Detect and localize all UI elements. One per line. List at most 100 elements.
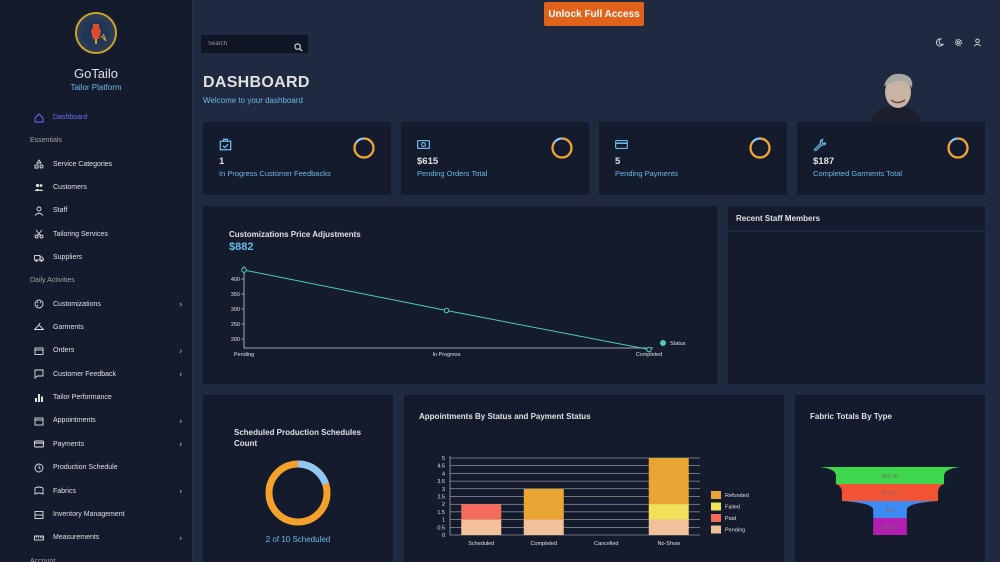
x-tick-label: Cancelled — [594, 541, 618, 547]
chevron-right-icon[interactable]: › — [179, 486, 182, 496]
data-point[interactable] — [646, 346, 652, 353]
sidebar-item-label: Customer Feedback — [53, 370, 117, 378]
page-title: DASHBOARD — [203, 74, 310, 91]
feedback-icon — [33, 369, 44, 380]
sidebar-item-label: Suppliers — [53, 254, 83, 262]
calendar-icon — [33, 415, 44, 426]
bar-segment[interactable] — [523, 519, 564, 535]
sidebar-item-customers[interactable]: Customers — [0, 176, 192, 199]
appointments-title: Appointments By Status and Payment Statu… — [419, 412, 591, 421]
sidebar-item-orders[interactable]: Orders › — [0, 339, 192, 362]
y-tick-label: 1.5 — [437, 510, 445, 516]
stat-card: $615 Pending Orders Total — [401, 122, 589, 195]
bar-segment[interactable] — [523, 488, 564, 520]
stat-label: Pending Payments — [615, 169, 678, 178]
y-tick-label: 200 — [231, 337, 240, 343]
stat-card: $187 Completed Garments Total — [797, 122, 985, 195]
user-profile-icon[interactable] — [973, 38, 982, 47]
price-line-chart: 400 350 300 250 200 Pending In Progress Complet… — [231, 266, 686, 358]
y-tick-label: 3.5 — [437, 479, 445, 485]
search-icon[interactable] — [294, 39, 303, 52]
sidebar-item-label: Garments — [53, 323, 84, 331]
y-tick-label: 3 — [442, 487, 445, 493]
chevron-right-icon[interactable]: › — [179, 369, 182, 379]
bar-chart-icon — [33, 392, 44, 403]
card-icon — [615, 138, 628, 151]
stat-card: 5 Pending Payments — [599, 122, 787, 195]
sidebar: GoTailo Tailor Platform Dashboard Essenti… — [0, 0, 193, 562]
bar-segment[interactable] — [648, 519, 689, 535]
home-icon — [33, 112, 44, 123]
sidebar-item-measurements[interactable]: Measurements › — [0, 526, 192, 549]
data-point[interactable] — [241, 267, 247, 273]
stat-value: 5 — [615, 156, 621, 167]
chevron-right-icon[interactable]: › — [179, 416, 182, 426]
sidebar-item-label: Fabrics — [53, 487, 76, 495]
stat-card: 1 In Progress Customer Feedbacks — [203, 122, 391, 195]
y-tick-label: 1 — [442, 518, 445, 524]
sidebar-item-customer-feedback[interactable]: Customer Feedback › — [0, 363, 192, 386]
funnel-segment[interactable] — [841, 501, 939, 518]
truck-icon — [33, 252, 44, 263]
legend-swatch — [711, 502, 721, 511]
category-icon — [33, 159, 44, 170]
sidebar-item-production-schedule[interactable]: Production Schedule — [0, 456, 192, 479]
dark-mode-icon[interactable] — [935, 38, 944, 47]
funnel-segment[interactable] — [835, 484, 945, 501]
y-tick-label: 0.5 — [437, 525, 445, 531]
fabric-funnel-chart: $52.40 $40.49 $36 $12.58 — [820, 467, 960, 535]
funnel-value-label: $40.49 — [882, 491, 898, 497]
y-tick-label: 5 — [442, 456, 445, 462]
chevron-right-icon[interactable]: › — [179, 346, 182, 356]
sidebar-item-appointments[interactable]: Appointments › — [0, 409, 192, 432]
sidebar-item-tailor-performance[interactable]: Tailor Performance — [0, 386, 192, 409]
legend-swatch — [660, 340, 666, 346]
sidebar-item-garments[interactable]: Garments — [0, 316, 192, 339]
legend-label: Paid — [725, 516, 736, 522]
sidebar-item-customizations[interactable]: Customizations › — [0, 292, 192, 315]
sidebar-item-label: Tailoring Services — [53, 230, 108, 238]
legend-swatch — [711, 491, 721, 499]
unlock-full-access-button[interactable]: Unlock Full Access — [544, 2, 644, 26]
stat-progress-ring — [551, 137, 573, 159]
stat-value: 1 — [219, 156, 225, 167]
sidebar-item-tailoring-services[interactable]: Tailoring Services — [0, 223, 192, 246]
chevron-right-icon[interactable]: › — [179, 299, 182, 309]
sidebar-item-dashboard[interactable]: Dashboard — [0, 106, 192, 129]
sidebar-item-suppliers[interactable]: Suppliers — [0, 246, 192, 269]
search-input[interactable] — [208, 41, 288, 47]
chevron-right-icon[interactable]: › — [179, 439, 182, 449]
nav-section-label: Essentials — [30, 137, 62, 145]
bar-segment[interactable] — [648, 458, 689, 505]
y-tick-label: 2 — [442, 502, 445, 508]
sidebar-item-payments[interactable]: Payments › — [0, 433, 192, 456]
sidebar-item-label: Appointments — [53, 417, 96, 425]
bar-segment[interactable] — [461, 519, 502, 535]
funnel-value-label: $52.40 — [882, 474, 898, 480]
sidebar-item-inventory-management[interactable]: Inventory Management — [0, 503, 192, 526]
chevron-right-icon[interactable]: › — [179, 533, 182, 543]
y-tick-label: 0 — [442, 533, 445, 539]
funnel-segment[interactable] — [820, 467, 960, 484]
funnel-value-label: $36 — [886, 508, 895, 514]
y-tick-label: 400 — [231, 277, 240, 283]
appointments-panel: Appointments By Status and Payment Statu… — [404, 395, 784, 562]
bar-segment[interactable] — [461, 504, 502, 520]
settings-gear-icon[interactable] — [954, 38, 963, 47]
bar-segment[interactable] — [648, 504, 689, 520]
brand-logo — [75, 12, 117, 54]
sidebar-item-label: Customizations — [53, 300, 101, 308]
y-tick-label: 4 — [442, 471, 445, 477]
recent-staff-title: Recent Staff Members — [736, 214, 821, 223]
orders-icon — [33, 345, 44, 356]
sidebar-item-staff[interactable]: Staff — [0, 199, 192, 222]
funnel-segment[interactable] — [873, 518, 907, 535]
sidebar-item-fabrics[interactable]: Fabrics › — [0, 479, 192, 502]
sidebar-item-service-categories[interactable]: Service Categories — [0, 152, 192, 175]
y-tick-label: 350 — [231, 292, 240, 298]
stat-progress-ring — [947, 137, 969, 159]
data-point[interactable] — [443, 307, 450, 314]
stat-value: $187 — [813, 156, 835, 167]
ring-progress-arc — [265, 460, 331, 526]
